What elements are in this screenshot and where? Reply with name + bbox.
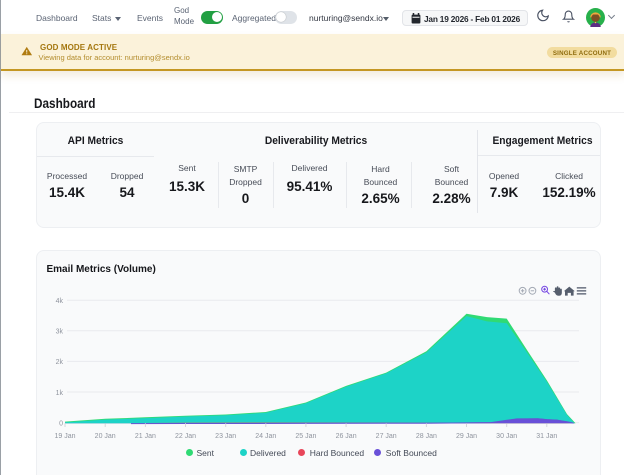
svg-text:4k: 4k [56, 298, 64, 305]
svg-text:1k: 1k [56, 390, 64, 397]
svg-text:0: 0 [59, 420, 63, 427]
svg-text:29 Jan: 29 Jan [456, 433, 477, 440]
svg-text:31 Jan: 31 Jan [536, 433, 557, 440]
svg-text:20 Jan: 20 Jan [95, 433, 116, 440]
svg-text:24 Jan: 24 Jan [255, 433, 276, 440]
svg-text:26 Jan: 26 Jan [336, 433, 357, 440]
svg-text:28 Jan: 28 Jan [416, 433, 437, 440]
svg-text:30 Jan: 30 Jan [496, 433, 517, 440]
svg-text:19 Jan: 19 Jan [54, 433, 75, 440]
svg-text:3k: 3k [56, 329, 64, 336]
svg-text:21 Jan: 21 Jan [135, 433, 156, 440]
svg-text:23 Jan: 23 Jan [215, 433, 236, 440]
svg-text:25 Jan: 25 Jan [295, 433, 316, 440]
svg-text:2k: 2k [56, 359, 64, 366]
svg-text:27 Jan: 27 Jan [376, 433, 397, 440]
svg-text:22 Jan: 22 Jan [175, 433, 196, 440]
